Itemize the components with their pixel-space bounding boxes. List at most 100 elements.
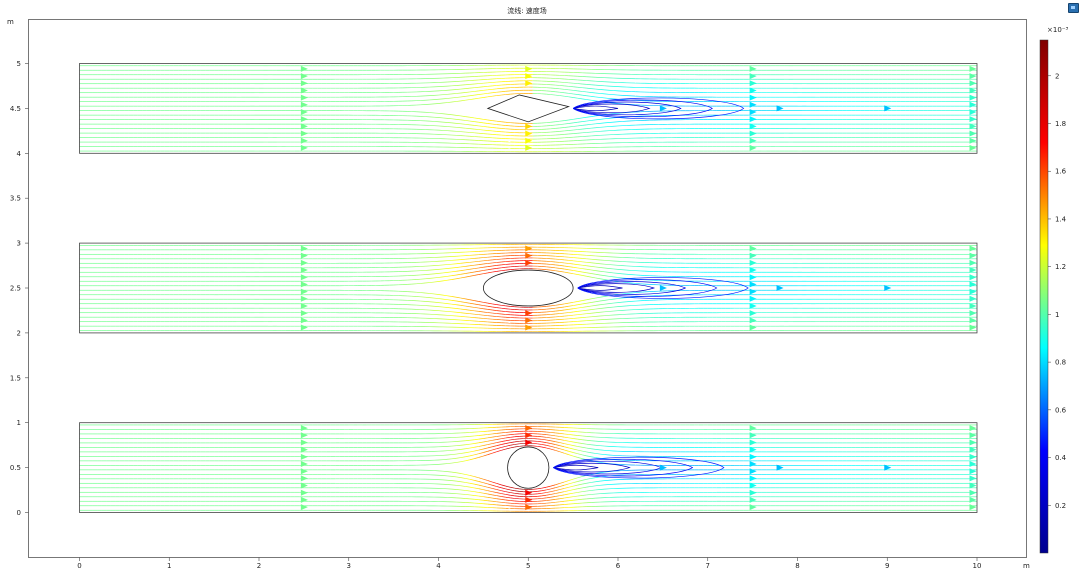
streamline-segment: [591, 123, 596, 125]
streamline-segment: [460, 119, 466, 121]
streamline-segment: [564, 123, 569, 125]
streamline-segment: [586, 95, 592, 97]
streamline-segment: [591, 92, 596, 94]
streamline-segment: [469, 94, 475, 97]
wake-loop: [573, 103, 651, 114]
streamline-segment: [483, 126, 488, 128]
streamline-segment: [573, 118, 578, 120]
streamline-segment: [465, 120, 470, 122]
streamline-segment: [451, 118, 457, 120]
streamline-segment: [559, 95, 565, 97]
streamline-segment: [483, 118, 488, 121]
streamline-segment: [469, 116, 475, 119]
streamline-segment: [469, 120, 475, 123]
image-export-icon[interactable]: [1068, 3, 1079, 13]
streamlines-layer: [79, 64, 977, 512]
streamline-segment: [492, 91, 497, 94]
streamline-segment: [478, 121, 484, 124]
streamline-segment: [478, 93, 484, 95]
streamline-segment: [577, 94, 583, 96]
streamline-segment: [492, 120, 497, 122]
wake-loop: [573, 105, 619, 112]
streamline-segment: [564, 88, 569, 91]
streamline-segment: [496, 94, 502, 96]
streamline-segment: [586, 116, 592, 118]
streamline-segment: [456, 100, 461, 102]
streamline-segment: [456, 115, 461, 117]
streamline-segment: [586, 99, 592, 101]
streamline-segment: [460, 115, 466, 117]
chart-title: 流线: 速度场: [507, 6, 547, 15]
streamline-segment: [573, 125, 578, 127]
streamline-segment: [460, 95, 466, 98]
streamline-segment: [474, 125, 479, 127]
streamline-segment: [474, 121, 479, 123]
streamline-segment: [577, 125, 583, 127]
streamline-segment: [568, 89, 574, 91]
wake-loop: [572, 97, 745, 120]
streamline-segment: [487, 88, 493, 91]
streamline-segment: [555, 120, 560, 123]
streamline-segment: [487, 123, 493, 125]
streamline-segment: [559, 123, 565, 125]
streamline-segment: [496, 120, 502, 123]
streamline-segment: [465, 91, 470, 93]
streamline-segment: [456, 118, 461, 121]
streamline-segment: [487, 119, 493, 121]
wake-loop: [572, 101, 682, 116]
streamline-segment: [478, 97, 484, 99]
streamline-segment: [582, 116, 587, 119]
streamline-segment: [474, 117, 479, 119]
streamline-segment: [577, 121, 583, 123]
streamline-segment: [577, 90, 583, 92]
streamline-segment: [568, 118, 574, 121]
streamline-segment: [586, 123, 592, 126]
streamline-segment: [478, 118, 484, 120]
streamline-segment: [568, 96, 574, 98]
streamline-segment: [465, 99, 470, 101]
streamline-segment: [591, 115, 596, 117]
streamline-segment: [595, 118, 601, 121]
streamline-segment: [483, 122, 488, 124]
streamline-segment: [469, 124, 475, 126]
streamline-segment: [568, 122, 574, 124]
streamline-segment: [586, 120, 592, 122]
streamline-segment: [456, 96, 461, 98]
streamline-segment: [568, 126, 574, 128]
streamline-segment: [451, 97, 457, 99]
streamline-segment: [474, 97, 479, 100]
streamline-segment: [478, 89, 484, 92]
streamline-segment: [591, 119, 596, 121]
streamline-segment: [591, 99, 596, 102]
channel-ellipse: [79, 244, 977, 332]
streamline-segment: [460, 99, 466, 102]
streamline-segment: [487, 92, 493, 94]
streamline-segment: [573, 97, 578, 99]
streamline-segment: [492, 95, 497, 97]
streamline-segment: [600, 97, 605, 99]
plot-area: [28, 19, 1027, 558]
streamline-segment: [559, 120, 565, 122]
streamline-segment: [469, 91, 475, 93]
streamline-segment: [582, 120, 587, 123]
streamline-segment: [474, 94, 479, 96]
streamline-segment: [564, 119, 569, 121]
streamline-segment: [451, 114, 457, 116]
streamline-segment: [586, 91, 592, 93]
streamline-segment: [595, 96, 601, 98]
streamline-segment: [465, 95, 470, 97]
streamline-segment: [573, 89, 578, 92]
streamline-segment: [492, 123, 497, 125]
streamline-segment: [582, 94, 587, 97]
streamline-segment: [478, 125, 484, 127]
streamline-segment: [460, 92, 466, 94]
streamline-segment: [573, 121, 578, 124]
streamline-segment: [555, 94, 560, 96]
streamline-segment: [451, 101, 457, 103]
streamline-segment: [483, 89, 488, 91]
streamline-segment: [447, 101, 453, 103]
streamline-segment: [577, 117, 583, 119]
streamline-segment: [487, 95, 493, 98]
streamline-segment: [582, 98, 587, 100]
